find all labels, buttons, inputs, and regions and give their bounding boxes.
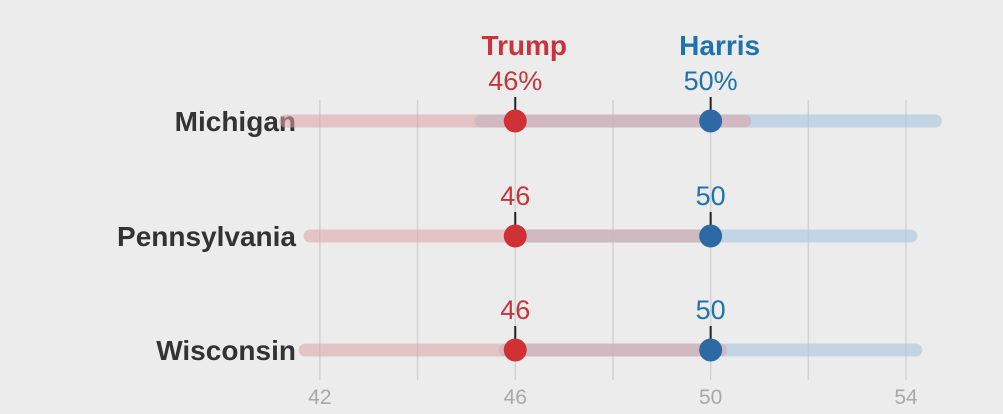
harris-name-label: Harris xyxy=(679,30,760,61)
trump-point xyxy=(503,338,527,362)
trump-value-label: 46% xyxy=(488,66,542,96)
state-label: Pennsylvania xyxy=(117,221,296,252)
trump-point xyxy=(503,109,527,133)
trump-value-label: 46 xyxy=(500,181,530,211)
harris-point xyxy=(699,338,723,362)
trump-value-label: 46 xyxy=(500,295,530,325)
state-label: Wisconsin xyxy=(156,335,296,366)
harris-value-label: 50 xyxy=(696,295,726,325)
harris-point xyxy=(699,224,723,248)
state-row: Pennsylvania 46 50 xyxy=(117,181,918,252)
trump-point xyxy=(503,224,527,248)
state-row: Michigan 46% 50% Trump Harris xyxy=(175,30,942,137)
state-row: Wisconsin 46 50 xyxy=(156,295,923,366)
harris-value-label: 50% xyxy=(684,66,738,96)
trump-name-label: Trump xyxy=(481,30,567,61)
x-tick-label: 54 xyxy=(894,386,918,409)
x-tick-label: 42 xyxy=(308,386,331,409)
state-label: Michigan xyxy=(175,106,296,137)
x-tick-label: 46 xyxy=(504,386,527,409)
harris-point xyxy=(699,109,723,133)
harris-value-label: 50 xyxy=(696,181,726,211)
x-tick-label: 50 xyxy=(699,386,722,409)
